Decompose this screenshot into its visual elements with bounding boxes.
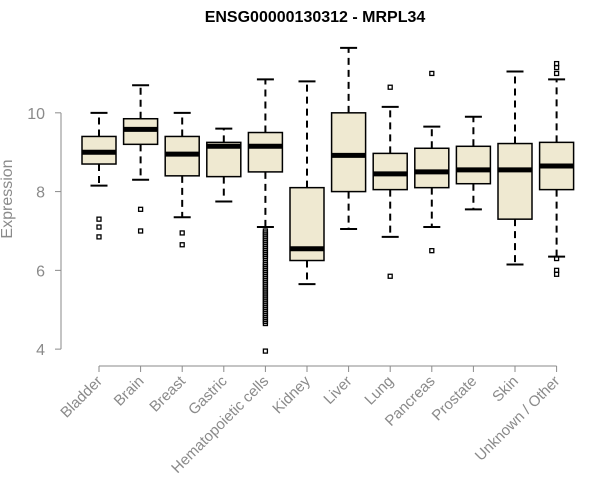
- outlier-point: [96, 216, 102, 222]
- outlier-point: [96, 224, 102, 230]
- iqr-box: [497, 142, 533, 220]
- iqr-box: [247, 131, 284, 173]
- x-tick-label: Breast: [146, 372, 189, 415]
- boxes-group: [81, 46, 575, 354]
- y-tick-label: 6: [36, 263, 45, 280]
- x-tick-label: Brain: [111, 373, 148, 410]
- outlier-point: [553, 70, 560, 77]
- box-bladder: [81, 111, 117, 240]
- x-tick-label: Lung: [361, 373, 397, 409]
- iqr-box: [455, 145, 492, 185]
- outlier-point: [553, 64, 560, 71]
- y-axis-label: Expression: [0, 159, 16, 238]
- outlier-point: [262, 348, 269, 354]
- box-liver: [330, 46, 367, 231]
- x-tick-label: Kidney: [269, 372, 314, 417]
- box-prostate: [455, 115, 492, 211]
- box-pancreas: [414, 70, 450, 254]
- chart-title: ENSG00000130312 - MRPL34: [205, 9, 426, 26]
- y-tick-label: 4: [36, 342, 45, 359]
- box-brain: [122, 84, 159, 234]
- outlier-point: [262, 320, 269, 327]
- iqr-box: [330, 112, 367, 193]
- x-tick-label: Bladder: [57, 373, 106, 422]
- box-hematopoietic-cells: [247, 78, 284, 354]
- box-lung: [372, 84, 408, 279]
- outlier-point: [429, 248, 435, 254]
- outlier-point: [553, 271, 560, 277]
- outlier-point: [179, 242, 185, 248]
- x-tick-label: Skin: [489, 373, 522, 406]
- outlier-point: [96, 234, 102, 240]
- box-skin: [497, 70, 533, 266]
- y-tick-label: 10: [27, 106, 45, 123]
- x-tick-label: Prostate: [429, 373, 481, 425]
- iqr-box: [414, 147, 450, 189]
- y-axis: 4 6 8 10: [27, 106, 62, 359]
- box-kidney: [289, 80, 325, 286]
- outlier-point: [387, 273, 393, 279]
- box-breast: [164, 111, 200, 248]
- box-unknown-other: [538, 60, 575, 277]
- outlier-point: [137, 228, 144, 234]
- y-tick-label: 8: [36, 185, 45, 202]
- outlier-point: [553, 255, 560, 262]
- outlier-point: [137, 206, 144, 212]
- outlier-point: [429, 70, 435, 77]
- outlier-point: [387, 84, 393, 90]
- outlier-point: [179, 230, 185, 236]
- box-gastric: [206, 127, 242, 203]
- x-tick-label: Liver: [320, 373, 355, 408]
